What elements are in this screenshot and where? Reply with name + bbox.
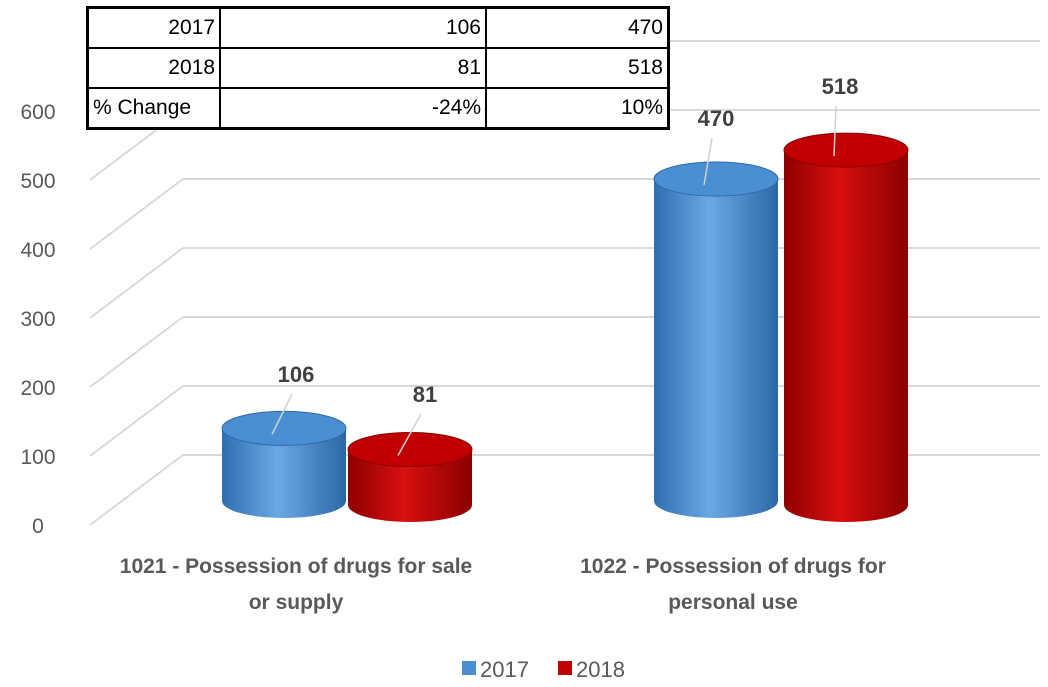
leader-line [703,137,713,186]
legend-item-2018: 2018 [558,657,625,682]
bar-2018-1 [783,132,909,523]
category-label: 1022 - Possession of drugs for [580,555,886,578]
y-tick-label: 600 [20,101,55,124]
y-axis-ticks: 0 100 200 300 400 500 600 [20,101,55,538]
table-cell: -24% [219,87,487,130]
legend-label: 2018 [576,657,625,682]
y-tick-label: 100 [20,446,55,469]
category-labels: 1021 - Possession of drugs for sale or su… [120,555,886,614]
category-label: or supply [249,591,344,614]
table-cell: 470 [485,6,670,49]
bar-2018-0 [347,432,473,522]
table-cell: 81 [219,47,487,89]
bar-2017-0 [221,410,347,518]
leader-line [833,105,837,157]
table-row: 2017 106 470 [86,6,670,49]
table-cell: 518 [485,47,670,89]
y-tick-label: 200 [20,377,55,400]
data-label: 81 [413,382,437,407]
leader-line [397,413,422,456]
table-row: % Change -24% 10% [86,87,670,130]
table-cell: 2017 [86,6,221,49]
y-tick-label: 500 [20,170,55,193]
legend-item-2017: 2017 [462,657,529,682]
data-label: 518 [822,74,859,99]
legend: 2017 2018 [462,657,625,682]
bars [221,132,909,523]
data-table: 2017 106 470 2018 81 518 % Change -24% 1… [86,6,670,130]
table-cell: 2018 [86,47,221,89]
bar-2017-1 [653,161,779,519]
legend-swatch [558,661,572,675]
category-label: personal use [668,591,798,614]
table-cell: 10% [485,87,670,130]
table-cell: % Change [86,87,221,130]
table-cell: 106 [219,6,487,49]
data-label: 106 [278,362,315,387]
leader-line [271,393,293,435]
legend-swatch [462,661,476,675]
y-tick-label: 0 [32,515,44,538]
y-tick-label: 300 [20,308,55,331]
legend-label: 2017 [480,657,529,682]
y-tick-label: 400 [20,239,55,262]
data-label: 470 [698,106,735,131]
data-labels: 106 470 81 518 [271,74,859,456]
category-label: 1021 - Possession of drugs for sale [120,555,472,578]
table-row: 2018 81 518 [86,47,670,89]
